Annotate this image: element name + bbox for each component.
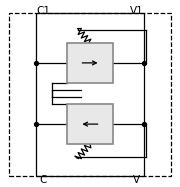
Text: V: V <box>133 175 140 185</box>
Bar <box>67 43 113 83</box>
Text: C1: C1 <box>36 6 50 16</box>
Bar <box>36 13 144 176</box>
Text: V1: V1 <box>130 6 144 16</box>
Bar <box>67 104 113 144</box>
Text: C: C <box>40 175 47 185</box>
